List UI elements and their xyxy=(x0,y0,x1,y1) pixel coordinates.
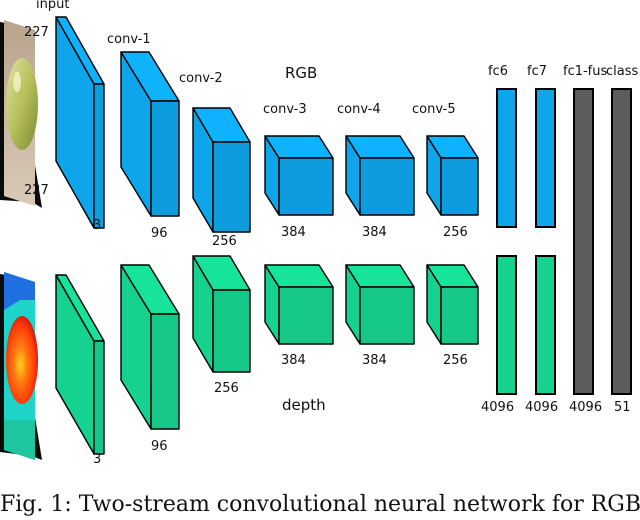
input-label: input xyxy=(36,0,69,12)
rgb-input-volume-front xyxy=(93,83,105,229)
depth-fc6-bar xyxy=(496,255,517,395)
depth-conv4-block-front xyxy=(359,286,415,345)
input-height-label: 227 xyxy=(24,25,49,40)
rgb-conv3-block-front xyxy=(278,157,334,216)
rgb-fc7-bar xyxy=(535,88,556,228)
apple-depth-map-icon xyxy=(6,316,38,404)
apple-photo-icon xyxy=(6,58,38,150)
depth-conv3-block-front xyxy=(278,286,334,345)
depth-conv2-block xyxy=(192,255,251,373)
fusion-label: fc1-fus xyxy=(563,64,608,79)
depth-depth-conv1: 96 xyxy=(151,439,168,454)
class-label: class xyxy=(606,64,638,79)
depth-conv4-block xyxy=(345,264,415,345)
depth-conv3-block xyxy=(264,264,334,345)
rgb-conv5-block-front xyxy=(440,157,479,216)
depth-depth-conv2: 256 xyxy=(214,381,239,396)
depth-depth-conv4: 384 xyxy=(362,353,387,368)
rgb-depth-conv4: 384 xyxy=(362,225,387,240)
input-width-label: 227 xyxy=(24,183,49,198)
depth-input-image xyxy=(0,272,42,460)
rgb-conv4-block xyxy=(345,135,415,216)
layer-name-conv3: conv-3 xyxy=(263,102,307,117)
rgb-depth-conv5: 256 xyxy=(443,225,468,240)
fc6-label: fc6 xyxy=(488,64,508,79)
depth-conv1-block-front xyxy=(150,313,180,430)
depth-fc7-bar xyxy=(535,255,556,395)
rgb-depth-conv1: 96 xyxy=(151,226,168,241)
rgb-conv1-block-front xyxy=(150,100,180,217)
fusion-size: 4096 xyxy=(569,400,602,415)
depth-title: depth xyxy=(282,396,326,414)
depth-stream xyxy=(55,255,479,455)
rgb-depth-conv3: 384 xyxy=(281,225,306,240)
rgb-conv3-block xyxy=(264,135,334,216)
rgb-stream xyxy=(55,16,479,233)
rgb-conv4-block-front xyxy=(359,157,415,216)
layer-name-conv2: conv-2 xyxy=(179,71,223,86)
layer-name-conv1: conv-1 xyxy=(107,32,151,47)
rgb-input-channels: 3 xyxy=(93,218,101,233)
rgb-conv2-block xyxy=(192,107,251,233)
rgb-fc6-bar xyxy=(496,88,517,228)
depth-conv5-block xyxy=(426,264,479,345)
layer-name-conv4: conv-4 xyxy=(337,102,381,117)
class-bar xyxy=(611,88,632,395)
depth-conv2-block-front xyxy=(212,289,251,373)
rgb-input-volume xyxy=(55,16,105,229)
depth-input-volume-front xyxy=(93,340,105,455)
rgb-title: RGB xyxy=(285,64,317,82)
depth-fc6-size: 4096 xyxy=(481,400,514,415)
depth-fc7-size: 4096 xyxy=(525,400,558,415)
layer-name-conv5: conv-5 xyxy=(412,102,456,117)
depth-input-volume xyxy=(55,274,105,455)
rgb-depth-conv2: 256 xyxy=(212,234,237,249)
depth-depth-conv3: 384 xyxy=(281,353,306,368)
depth-input-channels: 3 xyxy=(93,452,101,467)
rgb-input-image xyxy=(0,20,42,208)
fc7-label: fc7 xyxy=(527,64,547,79)
fusion-fc-bar xyxy=(573,88,594,395)
depth-conv1-block xyxy=(120,264,180,430)
class-size: 51 xyxy=(614,400,631,415)
figure-caption: Fig. 1: Two-stream convolutional neural … xyxy=(0,492,640,517)
rgb-conv5-block xyxy=(426,135,479,216)
depth-conv5-block-front xyxy=(440,286,479,345)
rgb-conv2-block-front xyxy=(212,141,251,233)
depth-depth-conv5: 256 xyxy=(443,353,468,368)
rgb-conv1-block xyxy=(120,51,180,217)
